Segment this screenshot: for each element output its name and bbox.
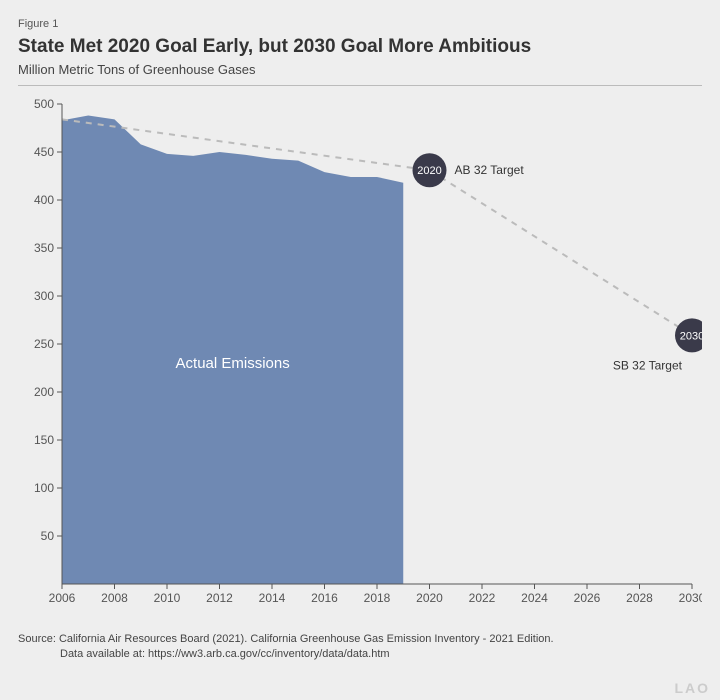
chart-container: Actual Emissions 50 100 150 200 250 300 350 400 4… — [18, 94, 702, 624]
x-tick-label: 2012 — [206, 591, 233, 605]
target-2020-side-label: AB 32 Target — [455, 163, 525, 177]
lao-watermark: LAO — [674, 680, 710, 696]
x-tick-label: 2014 — [259, 591, 286, 605]
source-line-2: Data available at: https://ww3.arb.ca.go… — [18, 647, 702, 662]
target-2020-marker-label: 2020 — [417, 165, 441, 177]
x-tick-label: 2010 — [154, 591, 181, 605]
x-tick-label: 2020 — [416, 591, 443, 605]
x-tick-label: 2018 — [364, 591, 391, 605]
y-tick-label: 450 — [34, 145, 54, 159]
y-tick-label: 200 — [34, 385, 54, 399]
source-footer: Source: California Air Resources Board (… — [18, 632, 702, 662]
header-rule — [18, 85, 702, 86]
figure-subtitle: Million Metric Tons of Greenhouse Gases — [18, 62, 702, 77]
x-tick-label: 2008 — [101, 591, 128, 605]
target-2030-marker-label: 2030 — [680, 330, 702, 342]
y-tick-label: 400 — [34, 193, 54, 207]
emissions-chart: Actual Emissions 50 100 150 200 250 300 350 400 4… — [18, 94, 702, 624]
figure-number: Figure 1 — [18, 18, 702, 30]
x-tick-label: 2016 — [311, 591, 338, 605]
figure-title: State Met 2020 Goal Early, but 2030 Goal… — [18, 36, 702, 58]
target-2030-side-label: SB 32 Target — [613, 358, 683, 372]
y-tick-label: 100 — [34, 481, 54, 495]
actual-emissions-area — [62, 116, 403, 584]
y-tick-label: 350 — [34, 241, 54, 255]
x-tick-label: 2026 — [574, 591, 601, 605]
x-tick-label: 2028 — [626, 591, 653, 605]
y-tick-label: 250 — [34, 337, 54, 351]
actual-emissions-label: Actual Emissions — [176, 355, 290, 372]
y-tick-label: 300 — [34, 289, 54, 303]
x-tick-label: 2030 — [679, 591, 702, 605]
x-tick-label: 2022 — [469, 591, 496, 605]
x-tick-label: 2006 — [49, 591, 76, 605]
figure-page: Figure 1 State Met 2020 Goal Early, but … — [0, 0, 720, 700]
x-tick-label: 2024 — [521, 591, 548, 605]
source-line-1: Source: California Air Resources Board (… — [18, 632, 702, 647]
y-tick-label: 50 — [41, 529, 55, 543]
y-tick-label: 150 — [34, 433, 54, 447]
y-tick-label: 500 — [34, 97, 54, 111]
